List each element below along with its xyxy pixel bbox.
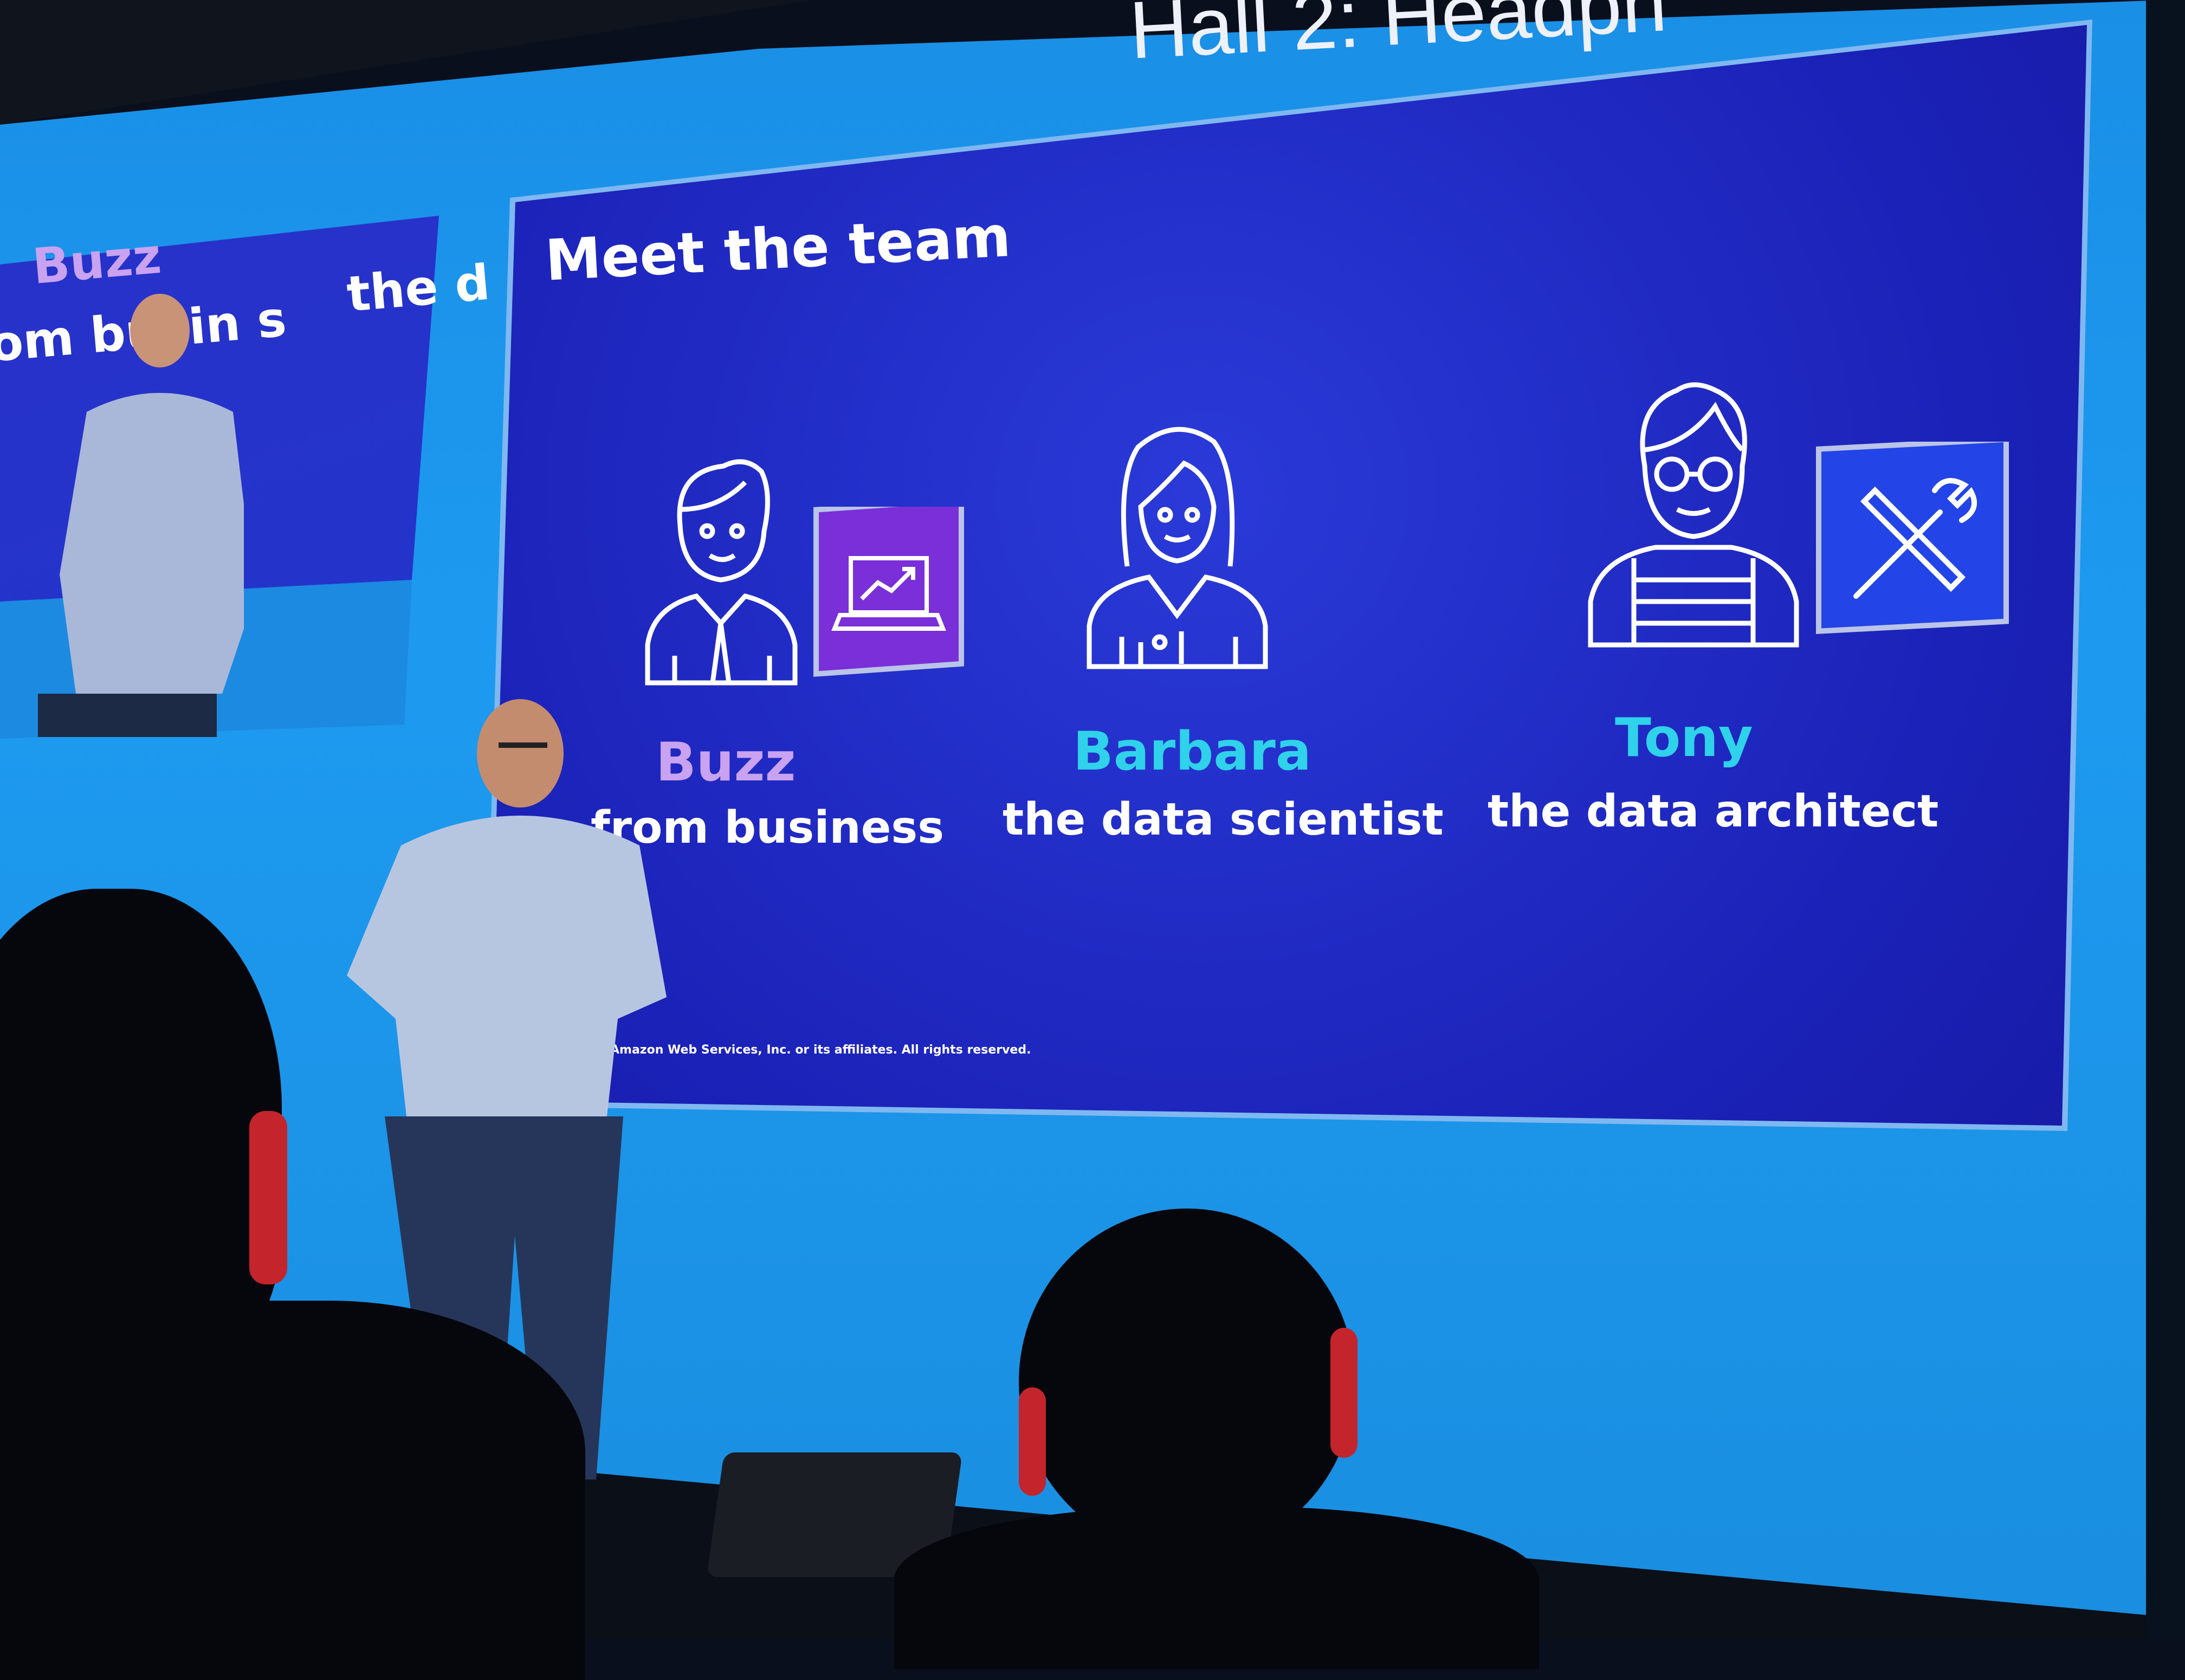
headphones-right-l	[1019, 1387, 1046, 1496]
laptop-chart-icon	[813, 507, 964, 677]
audience-body-left	[0, 1301, 585, 1680]
monitor-speaker-image	[38, 294, 244, 737]
presenter	[347, 699, 667, 1479]
member-name-buzz: Buzz	[656, 732, 796, 793]
wall-edge	[2146, 0, 2185, 1639]
audience-head-left	[0, 889, 282, 1377]
architect-with-glasses-icon	[1588, 382, 1799, 648]
monitor-fragment-name: Buzz	[30, 227, 164, 296]
slide-copyright: Amazon Web Services, Inc. or its affilia…	[610, 1043, 1031, 1057]
wrench-screwdriver-icon	[1816, 442, 2009, 634]
audience-head-right	[1019, 1209, 1355, 1555]
member-name-tony: Tony	[1615, 707, 1753, 769]
audience-body-right	[894, 1507, 1539, 1669]
member-role-buzz: from business	[591, 802, 945, 854]
member-role-barbara: the data scientist	[1003, 794, 1444, 845]
member-role-tony: the data architect	[1488, 786, 1939, 837]
businessman-icon	[645, 459, 798, 686]
member-name-barbara: Barbara	[1073, 721, 1311, 783]
headphones-left	[249, 1111, 287, 1284]
woman-scientist-icon	[1087, 427, 1268, 669]
headphones-right-r	[1330, 1328, 1357, 1458]
